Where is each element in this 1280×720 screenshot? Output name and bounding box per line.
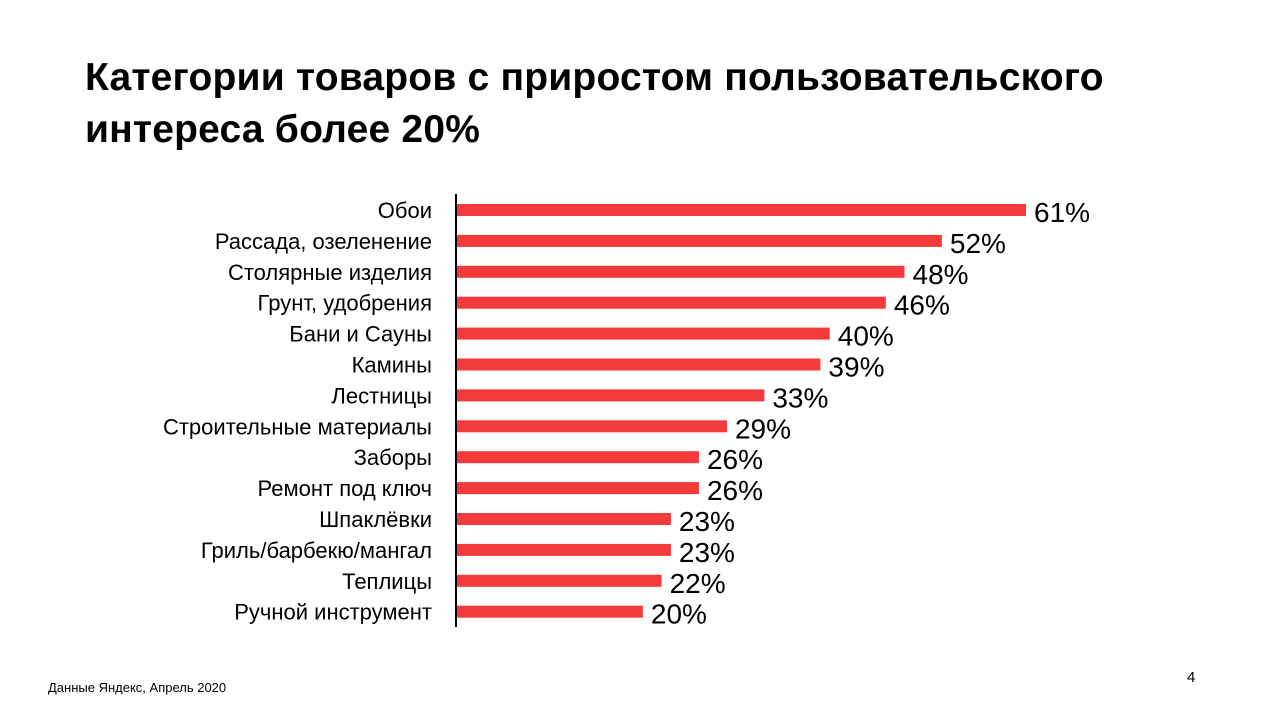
value-label: 61%: [1034, 197, 1090, 228]
bar: [456, 574, 662, 587]
page-title: Категории товаров с приростом пользовате…: [85, 52, 1235, 156]
value-label: 22%: [670, 568, 726, 599]
bar: [456, 482, 699, 495]
bar: [456, 358, 821, 371]
value-label: 26%: [707, 444, 763, 475]
title-line-1: Категории товаров с приростом пользовате…: [85, 56, 1104, 99]
value-label: 33%: [772, 382, 828, 413]
category-label: Гриль/барбекю/мангал: [201, 538, 432, 563]
bar: [456, 451, 699, 464]
bar: [456, 327, 830, 340]
category-label: Столярные изделия: [228, 260, 432, 285]
value-label: 20%: [651, 599, 707, 630]
value-label: 29%: [735, 413, 791, 444]
category-label: Грунт, удобрения: [258, 291, 432, 316]
value-label: 52%: [950, 228, 1006, 259]
bar: [456, 543, 671, 556]
category-label: Заборы: [354, 445, 432, 470]
value-label: 46%: [894, 290, 950, 321]
value-label: 23%: [679, 537, 735, 568]
bar: [456, 605, 643, 618]
value-label: 48%: [913, 259, 969, 290]
title-line-2: интереса более 20%: [85, 108, 481, 151]
category-label: Рассада, озеленение: [215, 229, 432, 254]
bar: [456, 389, 765, 402]
value-label: 39%: [828, 352, 884, 383]
category-label: Лестницы: [331, 383, 432, 408]
source-footnote: Данные Яндекс, Апрель 2020: [48, 680, 227, 695]
bar: [456, 420, 727, 433]
value-label: 23%: [679, 506, 735, 537]
category-label: Строительные материалы: [163, 414, 432, 439]
category-label: Бани и Сауны: [289, 322, 432, 347]
category-label: Теплицы: [342, 569, 432, 594]
bar: [456, 234, 942, 247]
bar: [456, 296, 886, 309]
page-number: 4: [1187, 669, 1196, 686]
category-label: Обои: [378, 198, 432, 223]
value-label: 26%: [707, 475, 763, 506]
bar: [456, 513, 671, 525]
category-label: Шпаклёвки: [319, 507, 432, 532]
bar: [456, 204, 1026, 216]
value-label: 40%: [838, 321, 894, 352]
bar: [456, 265, 905, 278]
category-label: Ручной инструмент: [234, 600, 432, 625]
category-label: Ремонт под ключ: [258, 476, 432, 501]
category-label: Камины: [352, 353, 432, 378]
